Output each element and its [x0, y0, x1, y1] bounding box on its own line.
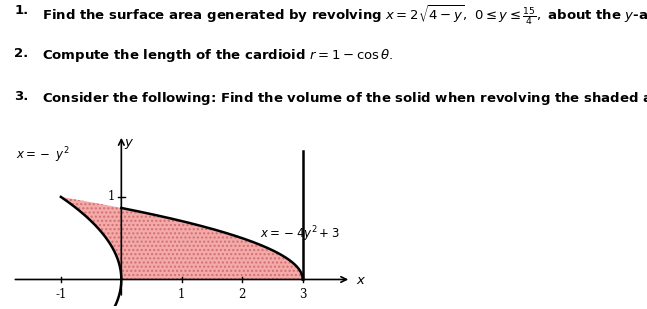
Text: Find the surface area generated by revolving $x = 2\sqrt{4-y},\ 0 \leq y \leq \f: Find the surface area generated by revol… — [41, 4, 647, 27]
Text: $x = -\ y^2$: $x = -\ y^2$ — [16, 146, 69, 165]
Text: $x$: $x$ — [356, 274, 366, 287]
Text: $x = -4y^2 + 3$: $x = -4y^2 + 3$ — [260, 224, 340, 244]
Text: $y$: $y$ — [124, 138, 134, 151]
Text: Consider the following: Find the volume of the solid when revolving the shaded a: Consider the following: Find the volume … — [41, 90, 647, 107]
Text: 3.: 3. — [14, 90, 28, 103]
Text: 3: 3 — [299, 288, 307, 301]
Text: 1.: 1. — [14, 4, 28, 17]
Text: Compute the length of the cardioid $r = 1 - \cos\theta.$: Compute the length of the cardioid $r = … — [41, 47, 393, 64]
Text: 1: 1 — [108, 190, 115, 203]
Text: -1: -1 — [55, 288, 67, 301]
Text: 2: 2 — [239, 288, 246, 301]
Text: 2.: 2. — [14, 47, 28, 60]
Text: 1: 1 — [178, 288, 186, 301]
